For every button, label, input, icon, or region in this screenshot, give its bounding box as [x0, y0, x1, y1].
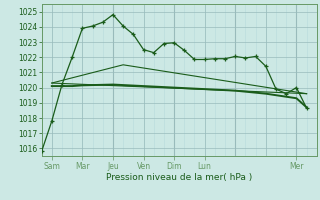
X-axis label: Pression niveau de la mer( hPa ): Pression niveau de la mer( hPa ) [106, 173, 252, 182]
